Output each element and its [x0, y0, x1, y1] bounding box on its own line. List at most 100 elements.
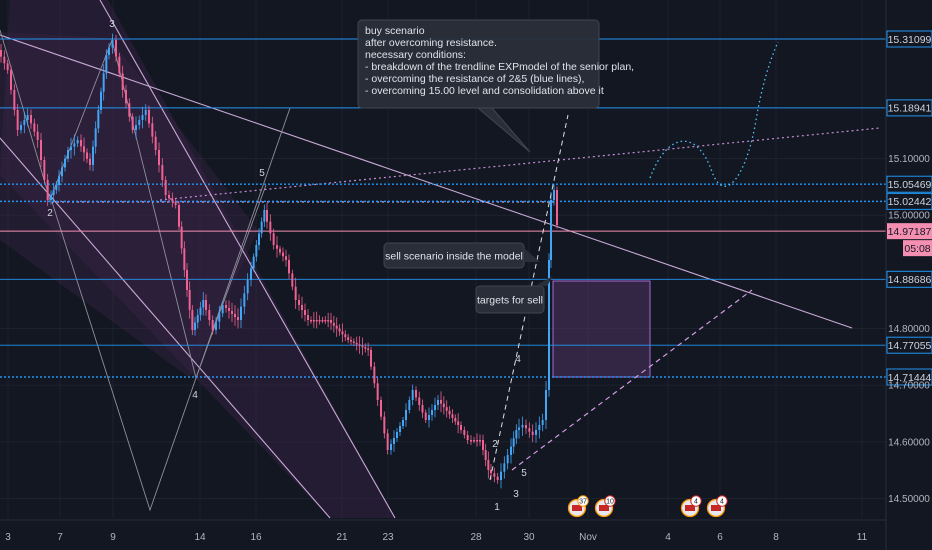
price-label: 15.02442 [888, 196, 932, 208]
candle-body [301, 305, 303, 310]
candle-body [408, 400, 411, 410]
candle-body [199, 307, 202, 315]
candle-body [528, 428, 531, 432]
candle-body [454, 417, 457, 422]
candle-body [279, 248, 281, 253]
candle-body [521, 425, 524, 428]
candle-body [440, 400, 442, 404]
candle-body [445, 407, 448, 411]
candle-body [393, 438, 395, 444]
candle-body [215, 321, 217, 330]
candle-body [482, 440, 484, 450]
buy-scenario-line: necessary conditions: [365, 49, 466, 61]
candle-body [291, 273, 294, 287]
candle-body [231, 311, 233, 314]
candle-body [473, 440, 475, 442]
price-label-box [886, 192, 932, 210]
price-label: 15.05469 [888, 179, 932, 191]
candle-body [266, 210, 268, 222]
candle-body [386, 433, 389, 450]
candle-body [263, 210, 266, 222]
candle-body [484, 450, 487, 460]
candle-body [310, 320, 312, 322]
x-tick-label: 7 [57, 532, 63, 543]
candle-body [76, 140, 79, 144]
candle-body [304, 310, 306, 315]
rising-support-dashed [511, 289, 753, 471]
y-tick-label: 14.50000 [888, 494, 930, 505]
sell-target-box [552, 280, 651, 378]
candle-body [367, 348, 370, 351]
candle-body [131, 116, 134, 130]
candle-body [344, 334, 347, 338]
candle-body [341, 331, 344, 335]
candle-body [370, 350, 372, 367]
candle-body [102, 73, 105, 92]
candle-body [237, 317, 239, 320]
x-tick-label: 30 [523, 532, 535, 543]
candle-body [500, 471, 502, 480]
candles [0, 33, 558, 489]
event-count: 4 [720, 499, 724, 506]
candle-body [58, 176, 60, 185]
targets-callout [475, 285, 545, 314]
candle-body [67, 150, 69, 159]
wave-label: 2 [47, 208, 53, 219]
wave-label: 2 [492, 439, 498, 450]
buy-scenario-line: - overcoming 15.00 level and consolidati… [365, 85, 604, 97]
candle-body [10, 70, 12, 90]
candle-body [52, 190, 55, 195]
candle-body [228, 308, 230, 311]
candle-body [118, 56, 121, 74]
candle-body [350, 340, 352, 342]
candle-body [355, 342, 358, 345]
wave-label: 4 [515, 354, 521, 365]
candle-body [225, 305, 227, 308]
price-label: 14.71444 [888, 372, 932, 384]
candle-body [285, 256, 287, 260]
candle-body [100, 91, 102, 110]
candle-body [250, 268, 252, 280]
candle-body [115, 40, 117, 57]
candle-body [43, 160, 46, 180]
candle-body [541, 420, 544, 425]
candle-body [258, 233, 260, 245]
candle-body [545, 390, 547, 420]
candle-body [466, 435, 469, 440]
candle-body [496, 476, 499, 480]
price-label-box [886, 30, 932, 48]
level-lines: 15.31099 15.18941 15.05469 15.02442 14.88686… [0, 30, 932, 386]
candle-body [315, 320, 318, 322]
candle-body [390, 444, 392, 450]
candle-body [70, 146, 72, 150]
candle-body [330, 320, 332, 323]
candle-body [272, 233, 275, 245]
event-count-badge [716, 495, 728, 507]
buy-scenario-line: - breakdown of the trendline EXPmodel of… [365, 61, 634, 73]
candle-body [503, 463, 506, 472]
x-tick-label: 21 [336, 532, 348, 543]
candle-body [148, 110, 150, 124]
candle-body [191, 310, 194, 330]
x-tick-label: 3 [5, 532, 11, 543]
candle-body [338, 328, 341, 332]
candle-body [324, 320, 327, 322]
descending-channel-fill [0, 0, 395, 518]
price-label: 14.88686 [888, 274, 932, 286]
candle-body [0, 50, 2, 57]
candle-body [186, 270, 188, 290]
candle-body [288, 260, 290, 274]
candle-body [211, 320, 214, 330]
last-price-label: 14.97187 [888, 226, 932, 238]
candle-body [164, 180, 167, 195]
candle-body [553, 190, 555, 200]
x-tick-label: 11 [857, 532, 868, 543]
event-markers: 37 10 4 4 [567, 495, 728, 518]
price-label: 15.31099 [888, 34, 932, 46]
candle-body [470, 440, 472, 442]
candle-body [64, 158, 66, 168]
candle-body [105, 55, 108, 74]
